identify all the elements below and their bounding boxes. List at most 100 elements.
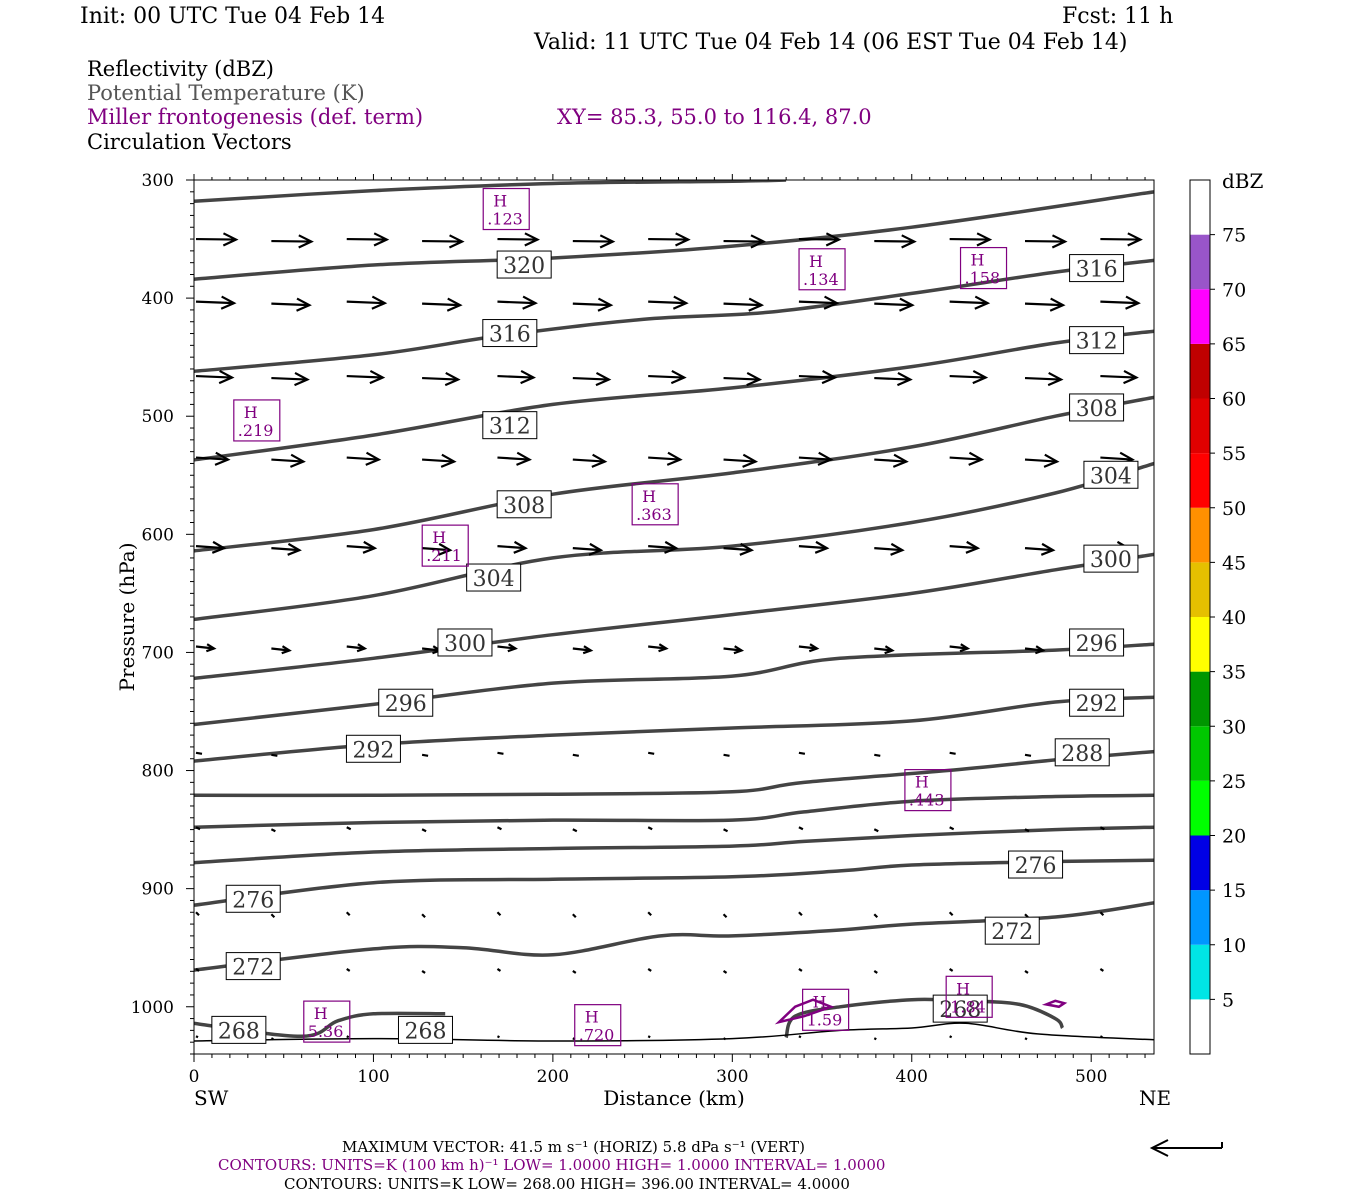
circulation-vector [195,451,231,466]
colorbar-segment [1190,234,1210,290]
circulation-vector [874,753,881,757]
svg-text:296: 296 [385,692,427,717]
circulation-vector [497,369,536,385]
colorbar-segment [1190,180,1210,235]
svg-text:300: 300 [1090,548,1132,573]
theta-label: 304 [466,563,522,592]
circulation-vector [874,542,905,556]
colorbar-tick-label: 75 [1222,225,1246,247]
theta-label: 320 [496,250,552,279]
circulation-vector [722,970,728,974]
circulation-vector [195,1035,199,1039]
circulation-vector [497,540,528,554]
theta-label: 268 [397,1015,453,1044]
x-end-label-left: SW [194,1086,229,1110]
circulation-vector [271,645,292,655]
forecast-hour: Fcst: 11 h [1062,4,1174,29]
circulation-vector [874,371,913,387]
circulation-vector [1099,968,1104,972]
circulation-vector [421,970,426,974]
theta-contour-304 [194,395,1154,553]
theta-label: 300 [1083,544,1139,573]
circulation-vector [874,234,917,249]
frontogenesis-max-label: H1.84 [945,975,993,1018]
circulation-vector [271,542,302,556]
circulation-vector [798,968,803,972]
circulation-vector [572,542,604,556]
circulation-vector [1024,297,1066,312]
colorbar-tick-label: 20 [1222,826,1246,848]
colorbar-segment [1190,835,1210,891]
circulation-vector [346,540,378,554]
colorbar-segment [1190,289,1210,344]
y-tick-label: 500 [142,407,174,427]
x-tick-label: 200 [537,1067,569,1087]
theta-contour-284 [194,749,1154,798]
svg-text:.219: .219 [238,421,274,440]
circulation-vector [948,911,954,917]
theta-label: 276 [1008,850,1064,879]
theta-label: 316 [482,319,538,348]
colorbar-tick-label: 65 [1222,334,1246,356]
legend-vectors: Circulation Vectors [87,130,292,154]
theta-label: 316 [1069,254,1125,283]
y-tick-label: 600 [142,525,174,545]
svg-text:.134: .134 [803,270,839,289]
circulation-vector [648,540,679,554]
colorbar-segment [1190,944,1210,1000]
theta-label: 296 [1069,628,1125,657]
circulation-vector [346,1035,350,1039]
circulation-vector [798,911,803,917]
svg-text:308: 308 [503,494,545,519]
circulation-vector [496,1035,500,1039]
theta-contour-280 [194,793,1154,829]
circulation-vector [798,1035,802,1039]
circulation-vector [1099,1035,1103,1039]
y-tick-label: 800 [142,762,174,782]
circulation-vector [346,451,382,466]
circulation-vector [723,234,767,249]
frontogenesis-max-label: H.219 [233,399,281,442]
circulation-vector [648,451,683,466]
circulation-vector [723,542,755,556]
circulation-vector [1024,542,1056,556]
theta-label: 300 [437,628,493,657]
svg-text:304: 304 [1090,464,1132,489]
circulation-vector [1099,911,1105,917]
circulation-vector [572,371,612,387]
valid-time: Valid: 11 UTC Tue 04 Feb 14 (06 EST Tue … [534,30,1128,55]
circulation-vector [572,297,614,312]
theta-contour-308 [194,329,1154,462]
colorbar-segment [1190,671,1210,727]
circulation-vector [496,911,502,917]
theta-contour-268 [194,901,1154,972]
reference-vector-arrow [1149,1139,1223,1157]
circulation-vector [949,369,989,385]
frontogenesis-max-label: H.363 [631,483,679,526]
colorbar-tick-label: 15 [1222,880,1246,902]
theta-label: 296 [378,688,434,717]
svg-text:.211: .211 [426,546,462,565]
circulation-vector [1024,453,1060,468]
circulation-vector [798,369,838,385]
theta-contour-316 [194,190,1154,281]
svg-text:.158: .158 [965,269,1001,288]
circulation-vector [496,968,502,972]
circulation-vector [346,968,351,972]
svg-text:5.36: 5.36 [308,1022,344,1041]
svg-text:H: H [915,773,929,792]
theta-label: 276 [225,884,281,913]
frontogenesis-max-label: H.123 [482,187,530,231]
circulation-vector [346,369,386,385]
circulation-vector [195,369,235,385]
y-tick-label: 300 [142,171,174,191]
circulation-vector [195,540,227,554]
colorbar-segment [1190,343,1210,399]
circulation-vector [346,643,368,653]
colorbar-tick-label: 60 [1222,389,1246,411]
frontogenesis-max-label: H.443 [904,769,952,812]
circulation-vector [648,369,687,385]
circulation-vector [1024,753,1032,757]
theta-label: 312 [482,411,538,440]
circulation-vector [346,232,390,247]
